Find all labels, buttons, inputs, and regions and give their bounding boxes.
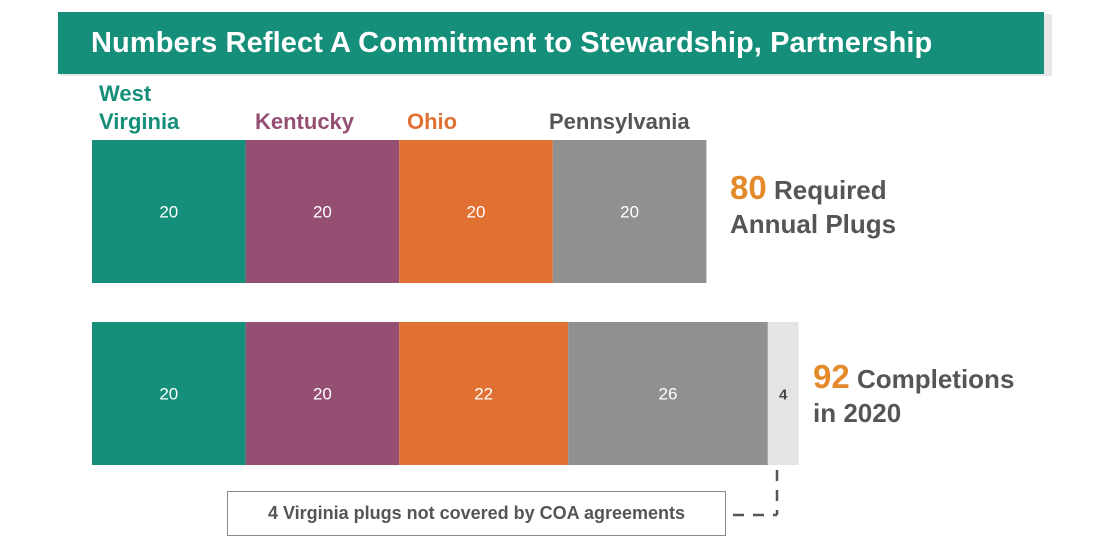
bar-label-ohio-row2: 22 [474, 385, 493, 404]
virginia-note: 4 Virginia plugs not covered by COA agre… [227, 491, 726, 536]
total-completions-number: 92 [813, 358, 850, 395]
total-completions: 92 Completions in 2020 [813, 360, 1014, 430]
total-completions-text2: in 2020 [813, 398, 902, 428]
bar-virginia-row2 [767, 322, 799, 465]
legend-west-virginia-line2: Virginia [99, 109, 180, 134]
total-required-text2: Annual Plugs [730, 209, 897, 239]
bar-label-ohio-row1: 20 [467, 203, 486, 222]
page-title: Numbers Reflect A Commitment to Stewards… [58, 12, 1044, 74]
bar-pennsylvania-row1 [552, 140, 707, 283]
total-required: 80 Required Annual Plugs [730, 171, 896, 241]
legend-west-virginia: West Virginia [99, 80, 179, 136]
note-connector [733, 470, 779, 517]
total-completions-text1: Completions [856, 364, 1015, 394]
bar-kentucky-row1 [245, 140, 400, 283]
bar-west-virginia-row1 [92, 140, 246, 283]
bars-group: 20 20 20 20 20 20 22 26 4 [92, 140, 799, 465]
bar-label-virginia-row2: 4 [779, 387, 788, 404]
bar-ohio-row2 [399, 322, 569, 465]
total-required-text1: Required [773, 175, 887, 205]
legend-ohio: Ohio [407, 109, 458, 134]
bar-label-kentucky-row2: 20 [313, 385, 332, 404]
bar-label-pennsylvania-row2: 26 [659, 385, 678, 404]
legend-west-virginia-line1: West [99, 81, 152, 106]
bar-label-west-virginia-row1: 20 [159, 203, 178, 222]
bar-label-west-virginia-row2: 20 [159, 385, 178, 404]
bar-label-kentucky-row1: 20 [313, 203, 332, 222]
bar-pennsylvania-row2 [568, 322, 768, 465]
total-required-number: 80 [730, 169, 767, 206]
bar-kentucky-row2 [245, 322, 400, 465]
legend-kentucky: Kentucky [255, 109, 355, 134]
bar-ohio-row1 [399, 140, 553, 283]
legend-pennsylvania: Pennsylvania [549, 109, 690, 134]
bar-label-pennsylvania-row1: 20 [620, 203, 639, 222]
bar-west-virginia-row2 [92, 322, 246, 465]
